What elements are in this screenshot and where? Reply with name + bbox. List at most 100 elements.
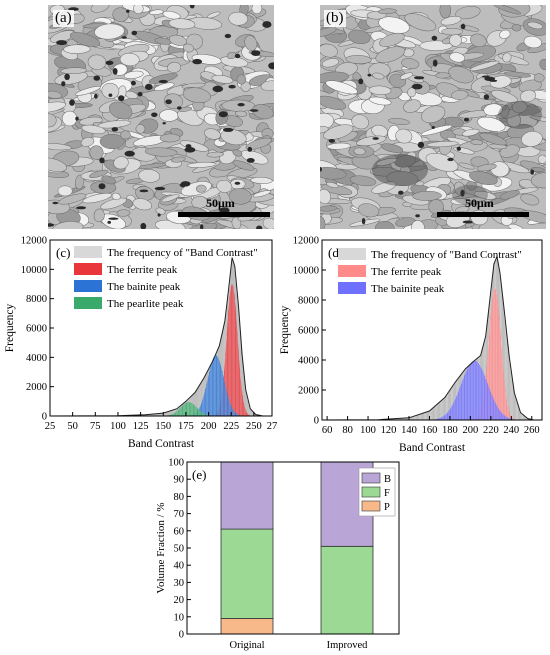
- grain: [388, 118, 410, 125]
- grain: [232, 149, 243, 157]
- bar-segment-F-original: [220, 528, 274, 619]
- y-tick-label: 80: [174, 492, 185, 503]
- grain: [458, 162, 475, 170]
- panel-label: (c): [56, 245, 70, 260]
- y-tick-label: 4000: [298, 356, 319, 367]
- grain: [394, 155, 417, 168]
- grain: [462, 128, 480, 137]
- x-tick-label: 260: [524, 425, 540, 436]
- x-tick-label: 180: [442, 425, 458, 436]
- grain: [48, 113, 57, 128]
- grain: [380, 143, 404, 153]
- y-tick-label: 2000: [26, 382, 47, 393]
- y-tick-label: 90: [174, 475, 185, 486]
- micrograph-b-texture: [320, 5, 546, 229]
- dark-phase-spot: [112, 68, 118, 75]
- dark-phase-spot: [219, 207, 230, 214]
- dark-phase-spot: [137, 92, 143, 97]
- x-tick-label: 27: [267, 421, 278, 432]
- grain: [132, 198, 152, 211]
- grain: [435, 72, 451, 79]
- grain: [473, 191, 497, 200]
- grain: [426, 141, 459, 148]
- grain: [75, 86, 101, 96]
- dark-phase-spot: [447, 157, 454, 162]
- grain: [377, 8, 397, 15]
- y-tick-label: 50: [174, 544, 185, 555]
- dark-phase-spot: [158, 79, 168, 84]
- grain: [527, 21, 544, 30]
- dark-phase-spot: [431, 126, 435, 129]
- grain: [69, 32, 101, 47]
- grain: [90, 5, 110, 13]
- dark-phase-spot: [328, 139, 335, 143]
- dark-phase-spot: [484, 76, 496, 81]
- grain: [93, 208, 105, 223]
- grain: [378, 16, 410, 34]
- dark-phase-spot: [460, 189, 465, 197]
- grain: [74, 174, 85, 190]
- legend-swatch: [74, 246, 102, 258]
- dark-phase-spot: [212, 85, 224, 93]
- grain: [412, 191, 442, 201]
- peak-area-1: [470, 288, 520, 420]
- grain: [144, 147, 178, 157]
- grain: [379, 32, 405, 47]
- grain: [48, 90, 62, 99]
- dark-phase-spot: [48, 223, 55, 227]
- dark-phase-spot: [417, 141, 425, 148]
- y-tick-label: 40: [174, 561, 185, 572]
- y-tick-label: 12000: [293, 236, 319, 247]
- grain: [81, 124, 106, 135]
- grain: [63, 44, 91, 54]
- legend-swatch: [74, 297, 102, 309]
- dark-phase-spot: [224, 33, 232, 39]
- grain: [89, 145, 104, 160]
- y-axis-label: Frequency: [4, 303, 16, 352]
- grain: [161, 194, 180, 203]
- chart-d-svg: 0 2000 4000 6000 8000 10000 12000 60 80 100 120 140…: [279, 236, 543, 454]
- grain: [519, 89, 537, 103]
- bar-segment-F-improved: [320, 545, 374, 635]
- grain: [100, 197, 127, 210]
- dark-phase-spot: [180, 181, 191, 187]
- x-tick-label: 120: [381, 425, 397, 436]
- grain: [94, 23, 125, 40]
- dark-phase-spot: [189, 5, 195, 9]
- dark-phase-spot: [247, 146, 253, 152]
- grain: [375, 46, 406, 63]
- grain: [368, 85, 392, 95]
- legend-label: The ferrite peak: [371, 266, 442, 278]
- grain: [499, 29, 511, 39]
- grain: [537, 154, 546, 164]
- dark-phase-spot: [139, 189, 149, 193]
- legend-swatch: [338, 265, 366, 277]
- legend-label: The ferrite peak: [107, 264, 178, 276]
- y-tick-label: 8000: [26, 294, 47, 305]
- y-tick-label: 20: [174, 595, 185, 606]
- dark-phase-spot: [234, 181, 241, 185]
- x-tick-label: 60: [322, 425, 333, 436]
- grain: [113, 156, 129, 170]
- grain: [321, 58, 340, 68]
- x-tick-label: 100: [110, 421, 126, 432]
- y-tick-label: 0: [179, 630, 184, 641]
- scale-bar-b: [437, 212, 529, 217]
- grain: [206, 11, 221, 19]
- grain: [320, 43, 338, 58]
- x-axis-label: Band Contrast: [399, 442, 466, 454]
- grain: [493, 5, 521, 15]
- grain: [440, 15, 462, 26]
- grain: [60, 67, 87, 74]
- grain: [228, 11, 248, 26]
- grain: [523, 35, 542, 49]
- grain: [228, 188, 252, 205]
- dark-phase-spot: [154, 186, 166, 191]
- grain: [511, 24, 522, 32]
- y-tick-label: 10: [174, 612, 185, 623]
- dark-phase-spot: [56, 40, 68, 46]
- dark-phase-spot: [68, 7, 79, 11]
- legend-swatch: [338, 248, 366, 260]
- grain: [503, 71, 532, 78]
- dark-phase-spot: [361, 218, 366, 225]
